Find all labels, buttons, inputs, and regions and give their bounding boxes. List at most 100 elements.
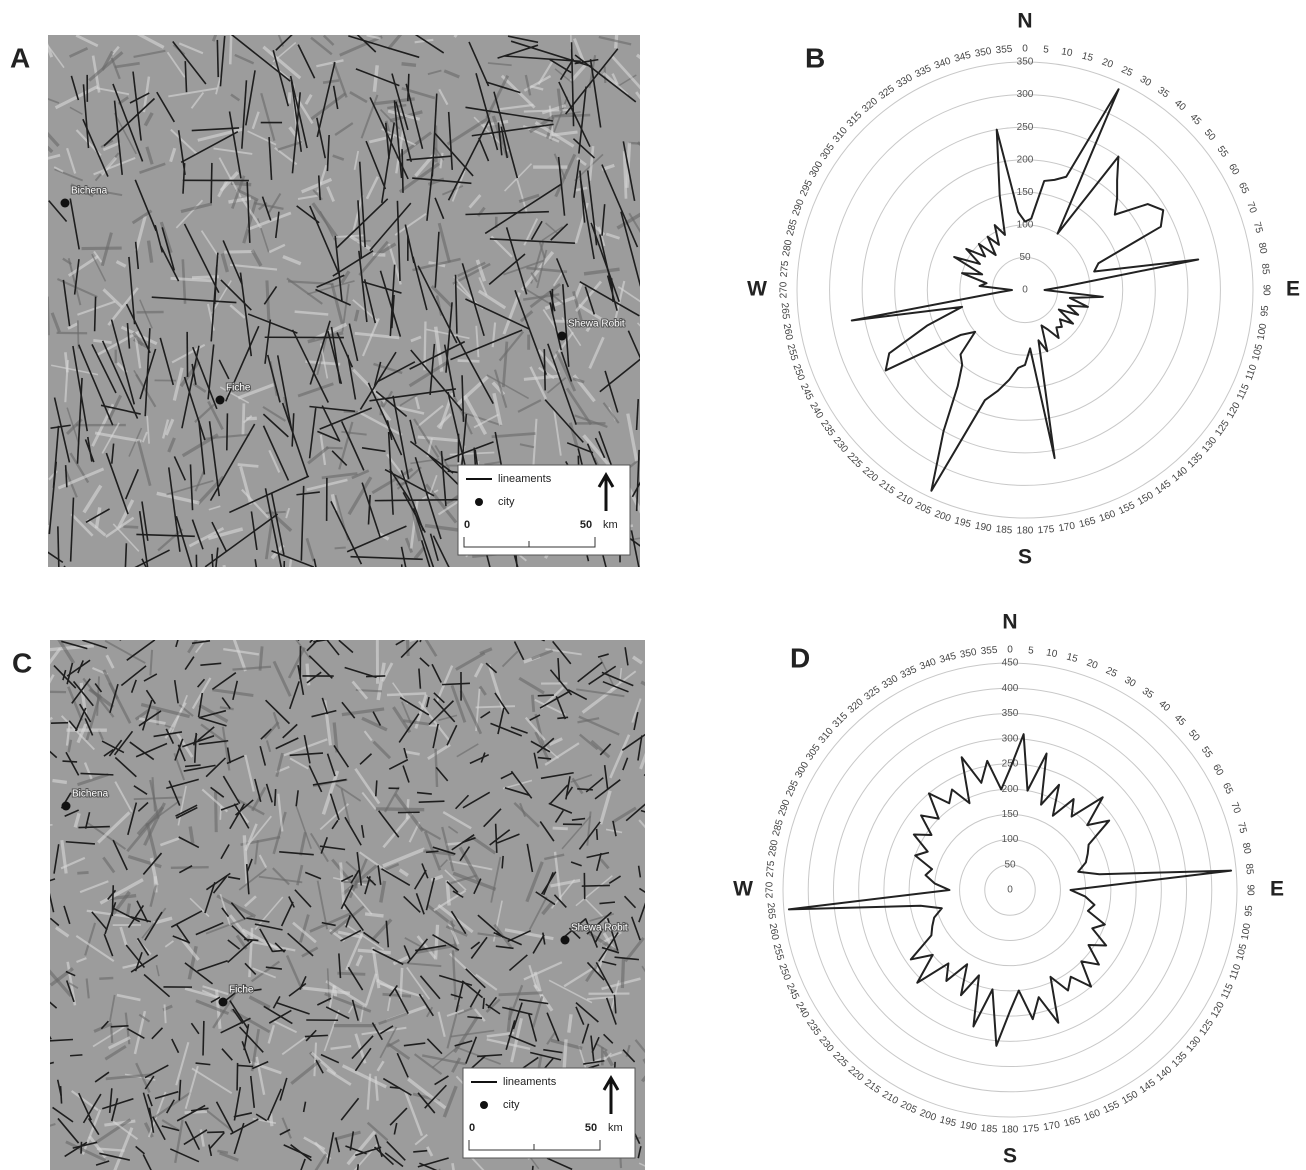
relief (34, 12, 52, 57)
relief (123, 527, 138, 528)
angle-label: 155 (1117, 500, 1137, 517)
lineament (62, 761, 77, 762)
lineament (120, 625, 149, 640)
angle-label: 20 (1085, 658, 1100, 672)
angle-label: 300 (793, 760, 811, 780)
angle-label: 85 (1259, 263, 1271, 275)
angle-label: 205 (899, 1099, 919, 1116)
angle-label: 280 (767, 839, 781, 858)
relief (400, 968, 402, 1001)
legend-text: city (498, 496, 515, 508)
angle-label: 20 (1100, 57, 1115, 71)
figure: ABichenaFicheShewa Robitlineamentscity05… (0, 0, 1306, 1170)
angle-label: 100 (1256, 322, 1270, 341)
angle-label: 30 (1138, 74, 1154, 89)
city-label: Fiche (226, 383, 251, 394)
relief (622, 957, 623, 988)
angle-label: 95 (1259, 305, 1271, 317)
direction-label: E (1270, 878, 1284, 901)
lineament (314, 559, 331, 639)
scale-unit: km (608, 1122, 623, 1134)
angle-label: 305 (818, 142, 837, 162)
lineament (402, 564, 403, 599)
angle-label: 250 (790, 363, 806, 383)
angle-label: 290 (777, 798, 793, 818)
lineament (375, 500, 458, 501)
relief (48, 297, 49, 336)
lineament (557, 717, 568, 718)
angle-label: 180 (1017, 526, 1034, 537)
angle-label: 150 (1136, 490, 1156, 508)
angle-label: 315 (831, 710, 851, 730)
relief (552, 115, 591, 116)
angle-label: 335 (899, 664, 919, 681)
angle-label: 80 (1256, 242, 1269, 255)
angle-label: 270 (765, 881, 776, 898)
angle-label: 170 (1043, 1120, 1062, 1134)
relief (36, 691, 66, 692)
angle-label: 330 (880, 673, 900, 691)
angle-label: 260 (767, 923, 781, 942)
direction-label: N (1017, 10, 1032, 33)
direction-label: S (1018, 546, 1032, 569)
angle-label: 0 (1022, 44, 1028, 55)
angle-label: 250 (776, 962, 792, 982)
angle-label: 90 (1260, 284, 1271, 296)
direction-label: W (747, 278, 767, 301)
angle-label: 125 (1197, 1017, 1216, 1037)
r-tick-label: 300 (1002, 733, 1019, 744)
angle-label: 5 (1028, 645, 1035, 656)
angle-label: 75 (1235, 821, 1249, 835)
city-dot (216, 396, 225, 405)
lineament (298, 620, 324, 640)
angle-label: 320 (846, 696, 866, 715)
relief (29, 825, 52, 827)
relief (410, 632, 441, 641)
angle-label: 105 (1234, 942, 1249, 961)
scale-label: 50 (580, 519, 592, 531)
angle-label: 145 (1153, 478, 1173, 497)
relief (476, 706, 515, 707)
angle-label: 125 (1213, 418, 1232, 438)
lineament (390, 1087, 400, 1088)
angle-label: 240 (793, 1000, 811, 1020)
angle-label: 140 (1170, 465, 1190, 484)
relief (326, 448, 343, 449)
r-tick-label: 450 (1002, 658, 1019, 669)
angle-label: 135 (1170, 1050, 1190, 1070)
angle-label: 265 (779, 302, 791, 320)
angle-label: 305 (804, 742, 823, 762)
angle-label: 215 (877, 478, 897, 497)
r-tick-label: 50 (1019, 252, 1031, 263)
angle-label: 10 (1060, 46, 1073, 59)
angle-label: 85 (1243, 863, 1255, 875)
angle-label: 150 (1120, 1089, 1140, 1107)
angle-label: 265 (765, 902, 777, 920)
angle-label: 165 (1078, 515, 1097, 530)
panel-label: C (12, 647, 32, 678)
direction-label: S (1003, 1145, 1017, 1168)
relief (335, 548, 346, 549)
angle-label: 45 (1187, 112, 1203, 128)
lineament (402, 149, 403, 193)
relief (127, 903, 129, 916)
angle-label: 340 (918, 656, 938, 672)
angle-label: 350 (959, 647, 978, 661)
relief (165, 1004, 166, 1023)
relief (243, 403, 244, 435)
angle-label: 345 (953, 50, 972, 65)
angle-label: 340 (933, 55, 953, 71)
city-dot (62, 802, 71, 811)
r-tick-label: 100 (1002, 834, 1019, 845)
lineament (203, 1021, 204, 1056)
scale-unit: km (603, 519, 618, 531)
angle-label: 140 (1154, 1064, 1174, 1083)
city-dot (561, 936, 570, 945)
panel-label: A (10, 42, 30, 73)
lineament (419, 801, 445, 802)
angle-label: 0 (1007, 645, 1013, 656)
lineament (42, 1024, 51, 1039)
lineament (58, 526, 59, 567)
angle-label: 90 (1244, 884, 1255, 896)
city-dot (219, 998, 228, 1007)
